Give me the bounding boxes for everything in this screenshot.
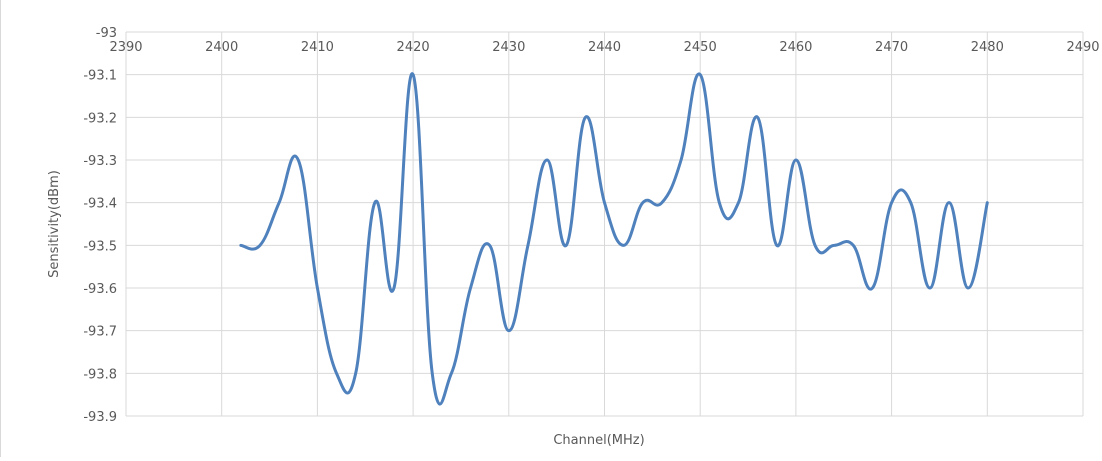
data-point <box>277 201 281 205</box>
data-point <box>411 73 415 77</box>
data-point <box>603 201 607 205</box>
data-point <box>354 371 358 375</box>
data-point <box>449 371 453 375</box>
data-point <box>507 329 511 333</box>
data-point <box>239 243 243 247</box>
data-point <box>526 243 530 247</box>
y-tick-label: -93.9 <box>83 410 117 425</box>
y-tick-label: -93.2 <box>83 111 117 126</box>
data-point <box>430 371 434 375</box>
x-tick-label: 2390 <box>109 40 142 55</box>
y-tick-label: -93.7 <box>83 325 117 340</box>
data-point <box>335 371 339 375</box>
data-point <box>775 243 779 247</box>
data-point <box>392 286 396 290</box>
data-point <box>469 286 473 290</box>
data-point <box>545 158 549 162</box>
y-tick-label: -93.6 <box>83 282 117 297</box>
data-point <box>794 158 798 162</box>
data-point <box>851 243 855 247</box>
y-tick-label: -93.8 <box>83 367 117 382</box>
x-tick-label: 2450 <box>684 40 717 55</box>
data-point <box>315 286 319 290</box>
data-point <box>698 73 702 77</box>
data-point <box>813 243 817 247</box>
x-tick-label: 2470 <box>875 40 908 55</box>
y-tick-label: -93 <box>96 26 117 41</box>
data-point <box>870 286 874 290</box>
data-point <box>909 201 913 205</box>
x-tick-label: 2420 <box>397 40 430 55</box>
x-tick-label: 2490 <box>1066 40 1099 55</box>
x-tick-label: 2440 <box>588 40 621 55</box>
data-point <box>966 286 970 290</box>
data-point <box>736 201 740 205</box>
data-point <box>296 158 300 162</box>
y-axis-title: Sensitivity(dBm) <box>47 170 62 278</box>
series-layer <box>239 72 989 406</box>
data-point <box>679 158 683 162</box>
data-point <box>373 201 377 205</box>
data-point <box>717 201 721 205</box>
y-tick-label: -93.3 <box>83 154 117 169</box>
data-point <box>641 201 645 205</box>
data-point <box>947 201 951 205</box>
x-axis-title: Channel(MHz) <box>553 433 644 448</box>
x-tick-label: 2460 <box>779 40 812 55</box>
y-tick-label: -93.5 <box>83 239 117 254</box>
data-point <box>583 115 587 119</box>
data-point <box>928 286 932 290</box>
data-point <box>890 201 894 205</box>
data-point <box>488 243 492 247</box>
grid <box>125 31 1084 417</box>
series-line <box>239 72 989 406</box>
data-point <box>832 243 836 247</box>
data-point <box>564 243 568 247</box>
x-tick-label: 2410 <box>301 40 334 55</box>
data-point <box>622 243 626 247</box>
data-point <box>985 201 989 205</box>
y-tick-label: -93.4 <box>83 197 117 212</box>
x-tick-label: 2400 <box>205 40 238 55</box>
x-tick-label: 2480 <box>971 40 1004 55</box>
y-tick-label: -93.1 <box>83 69 117 84</box>
data-point <box>660 201 664 205</box>
x-tick-labels: 2390 2400 2410 2420 2430 2440 2450 2460 2470 2480… <box>109 40 1099 55</box>
data-point <box>756 115 760 119</box>
data-point <box>258 243 262 247</box>
y-tick-labels: -93 -93.1 -93.2 -93.3 -93.4 -93.5 -93.6 -93.7 -9… <box>83 26 117 425</box>
x-tick-label: 2430 <box>492 40 525 55</box>
